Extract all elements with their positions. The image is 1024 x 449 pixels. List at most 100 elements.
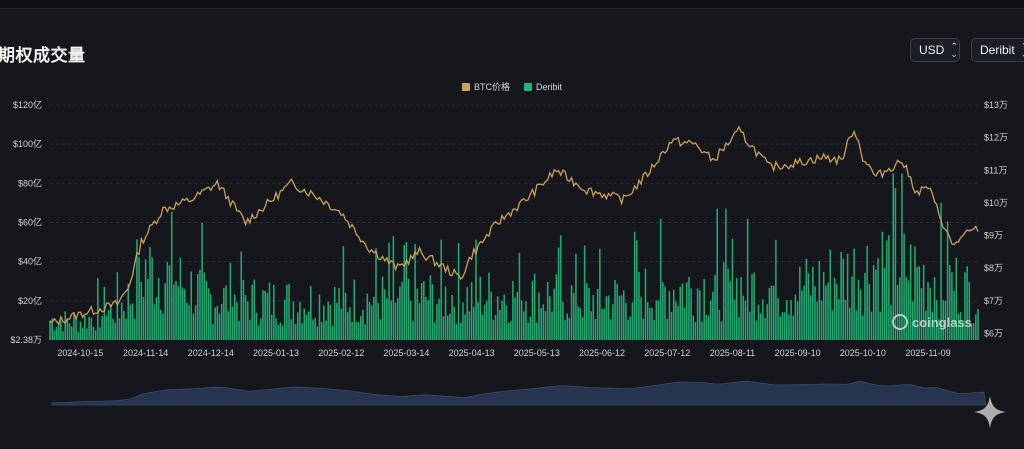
volume-bar	[807, 273, 810, 340]
chevron-updown-icon: ⌃⌄	[950, 41, 958, 59]
volume-bar	[468, 311, 471, 340]
y-right-tick-label: $12万	[984, 133, 1008, 143]
volume-bar	[857, 279, 860, 340]
volume-bar	[877, 258, 879, 340]
volume-bar	[566, 313, 569, 340]
volume-bar	[273, 284, 275, 340]
volume-bar	[346, 312, 349, 340]
volume-bar	[53, 330, 56, 340]
volume-bar	[420, 282, 423, 340]
volume-bar	[844, 300, 847, 340]
volume-bar	[757, 304, 760, 340]
volume-bar	[642, 318, 645, 340]
volume-bar	[86, 328, 88, 340]
volume-bar	[392, 236, 395, 340]
volume-bar	[105, 315, 108, 340]
volume-bar	[110, 304, 112, 340]
volume-bar	[192, 313, 195, 340]
volume-bar	[436, 304, 438, 340]
x-tick-label: 2024-12-14	[188, 348, 234, 358]
y-left-tick-label: $80亿	[18, 177, 42, 188]
volume-bar	[512, 280, 514, 340]
volume-bar	[805, 258, 808, 340]
volume-bar	[101, 315, 103, 340]
volume-bar	[770, 285, 773, 340]
volume-bar	[479, 276, 482, 340]
chevron-updown-icon: ⌃⌄	[1021, 42, 1024, 59]
volume-bar	[70, 326, 73, 340]
volume-bar	[722, 262, 725, 340]
volume-bar	[712, 291, 714, 340]
volume-bar	[768, 287, 771, 340]
exchange-select[interactable]: Deribit ⌃⌄	[971, 38, 1024, 62]
volume-bar	[740, 277, 742, 340]
volume-bar	[601, 308, 603, 340]
volume-bar	[935, 300, 938, 340]
volume-bar	[920, 288, 923, 340]
volume-bar	[199, 269, 201, 340]
volume-bar	[444, 286, 447, 340]
volume-bar	[64, 311, 66, 340]
volume-bar	[251, 284, 253, 340]
volume-bar	[183, 289, 186, 340]
volume-bar	[396, 297, 399, 340]
volume-bar	[318, 294, 321, 340]
volume-bar	[292, 301, 295, 340]
volume-bar	[257, 325, 260, 340]
volume-bar	[792, 315, 795, 340]
volume-bar	[546, 281, 549, 340]
volume-bar	[390, 300, 392, 340]
volume-bar	[299, 301, 301, 340]
volume-bar	[762, 299, 764, 340]
volume-bar	[551, 311, 553, 340]
volume-bar	[868, 283, 871, 340]
volume-bar	[459, 322, 462, 340]
volume-bar	[220, 303, 223, 340]
volume-bar	[649, 307, 651, 340]
volume-bar	[681, 283, 684, 340]
volume-bar	[138, 257, 140, 340]
volume-bar	[627, 319, 629, 340]
volume-bar	[494, 315, 497, 340]
currency-select[interactable]: USD ⌃ ⌄	[910, 38, 960, 62]
volume-bar	[103, 286, 106, 340]
volume-bar	[607, 295, 610, 340]
coinglass-logo-icon	[892, 314, 908, 330]
volume-bar	[931, 311, 934, 340]
volume-bar	[957, 314, 960, 340]
volume-bar	[890, 305, 892, 340]
y-right-tick-label: $10万	[984, 198, 1008, 208]
legend-item-btc-price[interactable]: BTC价格	[461, 80, 510, 93]
legend-item-deribit[interactable]: Deribit	[524, 80, 562, 93]
volume-bar	[466, 287, 469, 340]
volume-bar	[483, 304, 486, 340]
volume-bar	[796, 301, 799, 340]
watermark-text: coinglass	[912, 315, 972, 330]
y-left-tick-label: $60亿	[18, 217, 42, 228]
volume-bar	[296, 312, 299, 340]
volume-bar	[703, 279, 705, 340]
volume-bar	[403, 244, 406, 340]
y-right-tick-label: $13万	[984, 100, 1008, 110]
volume-bar	[907, 280, 910, 340]
volume-bar	[375, 248, 377, 340]
volume-bar	[562, 301, 564, 340]
volume-bar	[653, 319, 655, 340]
sparkle-icon[interactable]	[972, 394, 1008, 430]
volume-bar	[327, 301, 329, 340]
volume-bar	[549, 296, 551, 340]
volume-bar	[675, 301, 677, 340]
x-tick-label: 2025-06-12	[579, 348, 625, 358]
volume-bar	[640, 297, 642, 340]
volume-bar	[83, 315, 86, 340]
volume-bar	[94, 330, 97, 340]
volume-bar	[725, 208, 727, 340]
volume-bar	[75, 317, 77, 340]
volume-bar	[970, 323, 973, 340]
volume-bar	[898, 277, 901, 340]
volume-bar	[233, 294, 236, 340]
volume-bar	[940, 202, 942, 340]
volume-bar	[312, 319, 314, 340]
volume-bar	[514, 297, 516, 340]
volume-bar	[790, 300, 792, 340]
